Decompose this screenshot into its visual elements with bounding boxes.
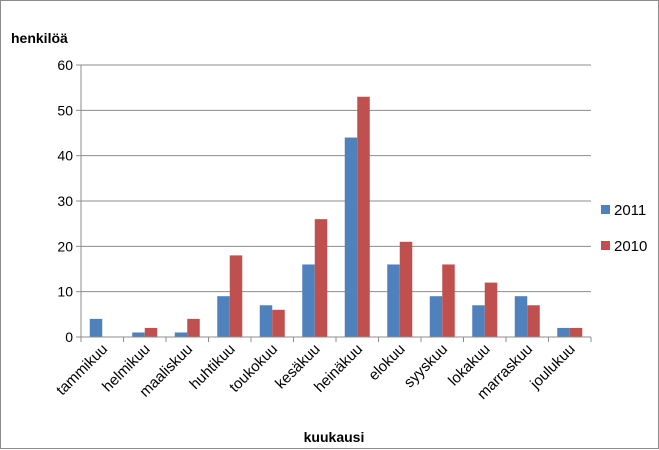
bar-2011-huhtikuu (217, 296, 230, 337)
legend-label-2011: 2011 (614, 202, 646, 219)
bar-2010-joulukuu (569, 327, 583, 337)
legend-swatch-2010 (601, 241, 610, 250)
bar-2010-maaliskuu (187, 318, 200, 337)
bar-2010-heinäkuu (357, 96, 370, 337)
legend: 2011 2010 (601, 202, 647, 255)
legend-label-2010: 2010 (614, 238, 647, 255)
bar-2011-maaliskuu (174, 332, 188, 337)
bar-2011-kesäkuu (302, 264, 315, 337)
x-axis-title: kuukausi (304, 429, 365, 445)
y-tick-label: 60 (57, 57, 73, 73)
bar-2011-syyskuu (429, 296, 443, 337)
bar-2010-kesäkuu (314, 219, 328, 337)
x-tick-label-syyskuu: syyskuu (401, 341, 451, 391)
bar-2011-lokakuu (472, 305, 485, 337)
bar-2011-heinäkuu (344, 137, 358, 337)
y-tick-labels: 0 10 20 30 40 50 60 (57, 57, 73, 345)
bar-2011-toukokuu (259, 305, 273, 337)
bar-2010-syyskuu (442, 264, 455, 337)
bar-2011-tammikuu (89, 318, 103, 337)
bar-2010-huhtikuu (229, 255, 243, 337)
bar-2010-helmikuu (144, 327, 158, 337)
bar-2011-helmikuu (132, 332, 145, 337)
x-tick-label-tammikuu: tammikuu (53, 341, 111, 399)
y-axis-title: henkilöä (11, 30, 68, 46)
bar-2010-toukokuu (272, 309, 285, 337)
bar-2011-marraskuu (514, 296, 528, 337)
bar-2010-lokakuu (484, 282, 498, 337)
y-tick-label: 50 (57, 102, 73, 118)
y-tick-label: 20 (57, 238, 73, 254)
x-tick-labels: tammikuuhelmikuumaaliskuuhuhtikuutoukoku… (53, 341, 579, 403)
x-tick-label-joulukuu: joulukuu (526, 341, 578, 393)
bar-2011-joulukuu (557, 327, 570, 337)
bar-2010-marraskuu (527, 305, 540, 337)
y-tick-label: 10 (57, 284, 73, 300)
gridlines (76, 64, 591, 338)
bars (89, 96, 583, 337)
y-tick-label: 40 (57, 148, 73, 164)
y-tick-label: 0 (65, 329, 73, 345)
legend-swatch-2011 (601, 205, 610, 214)
bar-2010-elokuu (399, 241, 413, 337)
axes (80, 65, 592, 342)
y-tick-label: 30 (57, 193, 73, 209)
bar-2011-elokuu (387, 264, 400, 337)
